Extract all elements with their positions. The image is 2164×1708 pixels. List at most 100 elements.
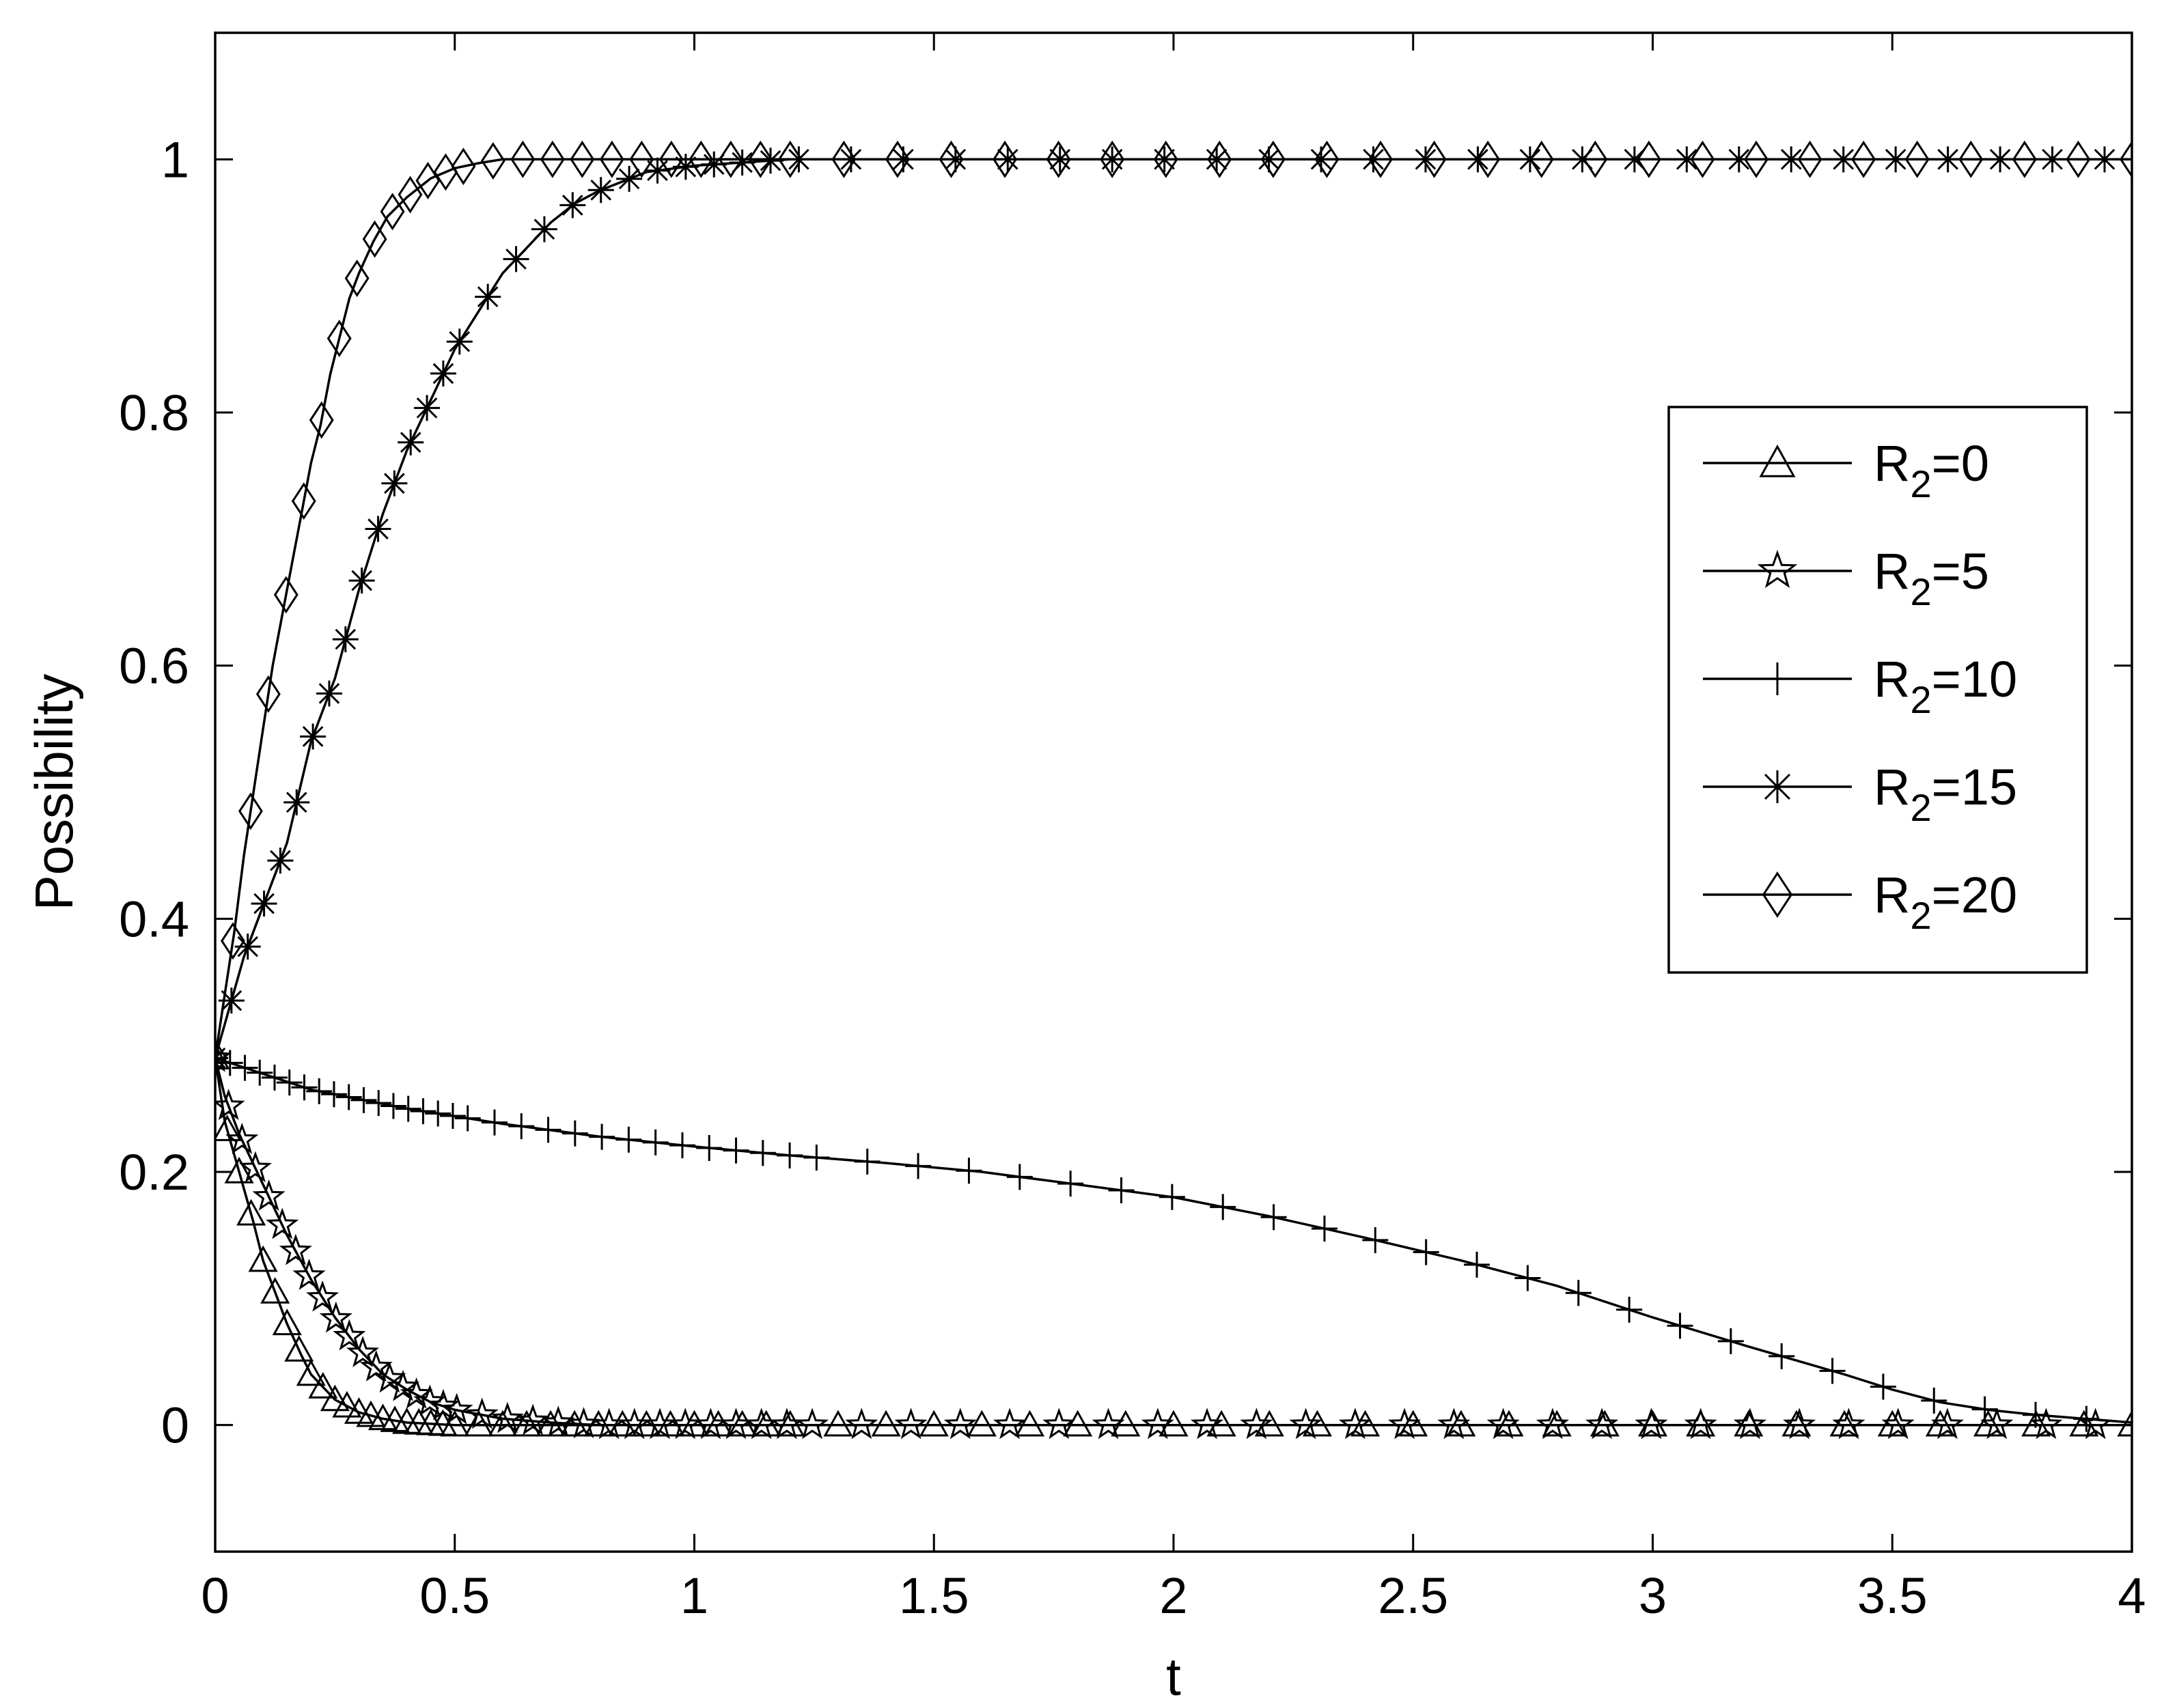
data-point [616, 165, 643, 192]
data-point [1881, 1408, 1915, 1440]
y-axis-label: Possibility [24, 674, 84, 911]
y-tick-label: 0.6 [119, 638, 189, 695]
legend-item: R2=20 [1703, 867, 2017, 937]
data-point [306, 1078, 333, 1104]
data-point [381, 470, 408, 496]
data-point [1153, 140, 1178, 178]
data-point [672, 154, 699, 180]
data-point [332, 1390, 362, 1418]
data-point [348, 568, 375, 594]
x-tick-label: 2.5 [1378, 1567, 1448, 1624]
data-point [1744, 140, 1768, 178]
data-point [943, 1408, 977, 1440]
data-point [1583, 140, 1608, 178]
data-point [748, 140, 773, 178]
data-point [1311, 1215, 1337, 1242]
data-point [1686, 1410, 1716, 1437]
data-point [283, 789, 310, 815]
series-diamond [215, 140, 2132, 1077]
data-point [296, 1359, 326, 1386]
data-point [238, 792, 263, 830]
data-point [1240, 1408, 1273, 1440]
data-point [335, 1084, 362, 1110]
data-point [512, 1410, 542, 1437]
data-point [718, 140, 743, 178]
data-point [306, 1280, 339, 1312]
data-point [993, 1408, 1027, 1440]
data-point [542, 1405, 575, 1438]
data-point [430, 360, 456, 387]
data-point [400, 1377, 433, 1409]
data-point [221, 922, 245, 960]
series-plus [215, 1045, 2132, 1432]
data-point [234, 934, 261, 960]
data-point [481, 1109, 508, 1136]
data-point [327, 320, 352, 358]
data-point [395, 1095, 421, 1122]
legend-marker [1757, 550, 1798, 588]
data-point [1159, 1184, 1185, 1210]
x-tick-label: 1.5 [899, 1567, 969, 1624]
data-point [919, 1410, 949, 1437]
data-point [1768, 1343, 1795, 1369]
data-point [1387, 1408, 1421, 1440]
data-point [1141, 1408, 1174, 1440]
data-point [871, 1410, 901, 1437]
data-point [224, 1156, 254, 1184]
series-star [215, 1040, 2132, 1440]
data-point [413, 1384, 447, 1416]
legend-label: R2=0 [1874, 435, 1989, 505]
y-tick-label: 0.8 [119, 384, 189, 441]
data-point [531, 216, 557, 242]
data-point [1921, 1387, 1947, 1414]
data-point [260, 1276, 290, 1304]
y-tick-label: 0.4 [119, 891, 189, 947]
data-point [475, 283, 501, 310]
data-point [410, 1098, 436, 1125]
data-point [1042, 1408, 1076, 1440]
data-point [1930, 1408, 1964, 1440]
data-point [1635, 1408, 1668, 1440]
data-point [380, 1093, 406, 1119]
data-point [885, 140, 910, 178]
data-point [1585, 1408, 1619, 1440]
data-point [415, 162, 441, 199]
data-point [1350, 1410, 1381, 1437]
data-point [535, 1117, 561, 1143]
data-point [589, 1123, 615, 1150]
data-point [777, 1142, 803, 1168]
data-point [1684, 1408, 1717, 1440]
data-point [386, 1369, 420, 1401]
legend-item: R2=0 [1703, 435, 1989, 505]
data-point [440, 1392, 473, 1425]
legend-box [1667, 406, 2088, 974]
data-point [320, 1081, 347, 1108]
data-point [414, 395, 441, 421]
data-point [488, 1410, 518, 1437]
data-point [1057, 1171, 1084, 1197]
data-point [2117, 1410, 2132, 1437]
data-point [451, 148, 476, 186]
data-point [1006, 1164, 1033, 1190]
legend-label: R2=10 [1874, 651, 2017, 721]
data-point [1413, 1239, 1439, 1265]
data-point [1260, 1204, 1287, 1231]
data-point [696, 1134, 723, 1161]
data-point [332, 626, 359, 653]
data-point [1565, 1280, 1592, 1306]
data-point [346, 1336, 380, 1367]
data-point [1314, 140, 1340, 178]
data-point [516, 1403, 550, 1436]
legend-item: R2=10 [1703, 651, 2017, 721]
data-point [373, 1361, 406, 1393]
data-point [570, 140, 595, 178]
legend-item: R2=5 [1703, 543, 1989, 613]
x-axis-label: t [1166, 1647, 1181, 1707]
data-point [215, 1115, 242, 1141]
data-point [1733, 1408, 1767, 1440]
data-point [629, 140, 654, 178]
data-point [359, 1349, 393, 1382]
data-point [894, 1408, 928, 1440]
x-tick-label: 4 [2118, 1567, 2146, 1624]
